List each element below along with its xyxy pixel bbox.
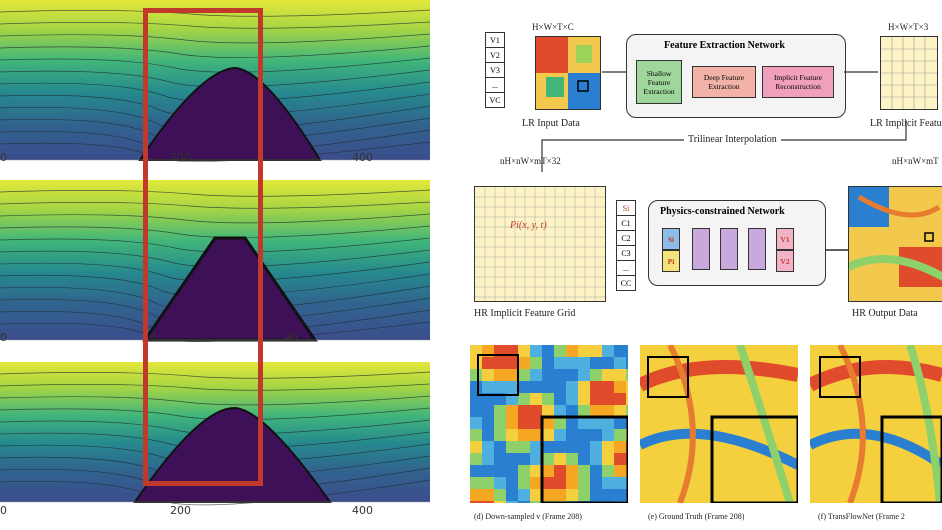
feature-item: C2: [617, 231, 635, 246]
x-tick: 400: [352, 504, 373, 517]
shallow-module: Shallow Feature Extraction: [636, 60, 682, 104]
dim-label: nH×nW×mT×32: [500, 156, 561, 166]
lr-input-cube: [535, 36, 601, 110]
feature-item: Si: [617, 201, 635, 216]
hr-output-cube: [848, 186, 942, 302]
pcn-layer: [692, 228, 710, 270]
pcn-layer: [720, 228, 738, 270]
feature-item: CC: [620, 278, 632, 288]
x-tick: 0: [0, 331, 7, 344]
zoom-region-box: [477, 354, 519, 396]
heatmap-transflownet: [810, 345, 942, 503]
lr-input-label: LR Input Data: [522, 118, 580, 129]
architecture-diagram: H×W×T×C H×W×T×3 V1 V2 V3 ... VC LR Input…: [440, 0, 942, 340]
caption-d: (d) Down-sampled v (Frame 208): [474, 512, 582, 521]
x-tick: 200: [170, 504, 191, 517]
contour-plot-3: [0, 362, 430, 506]
pcn-title: Physics-constrained Network: [660, 206, 785, 217]
point-label: Pi(x, y, t): [510, 220, 547, 231]
x-tick: 40: [284, 331, 298, 344]
x-tick: 200: [170, 151, 191, 164]
hr-implicit-grid: [474, 186, 606, 302]
caption-e: (e) Ground Truth (Frame 208): [648, 512, 745, 521]
pcn-input-s: Si: [662, 228, 680, 250]
pcn-layer: [748, 228, 766, 270]
feature-item: C3: [617, 246, 635, 261]
hr-output-label: HR Output Data: [852, 308, 918, 319]
left-figure: 0 200 400 0 20 40: [0, 0, 430, 530]
highlight-rectangle: [143, 8, 263, 486]
input-var: VC: [489, 95, 501, 105]
implicit-module: Implicit Feature Reconstruction: [762, 66, 834, 98]
trilinear-label: Trilinear Interpolation: [684, 134, 781, 145]
zoom-inset-box: [540, 415, 628, 503]
x-tick: 400: [352, 151, 373, 164]
feature-list: Si C1 C2 C3 ... CC: [616, 200, 636, 291]
contour-panel-3: 0 200 400: [0, 362, 430, 530]
heatmap-ground-truth: [640, 345, 798, 503]
pcn-output-1: V1: [776, 228, 794, 250]
heatmap-downsampled: [470, 345, 628, 503]
hr-grid-label: HR Implicit Feature Grid: [474, 308, 576, 319]
lr-implicit-label: LR Implicit Feature: [870, 118, 942, 129]
dim-label: H×W×T×3: [888, 22, 929, 32]
dim-label: nH×nW×mT: [892, 156, 939, 166]
pcn-input-p: Pi: [662, 250, 680, 272]
caption-f: (f) TransFlowNet (Frame 2: [818, 512, 905, 521]
input-var: ...: [486, 78, 504, 93]
feature-item: ...: [617, 261, 635, 276]
contour-plot-2: [0, 180, 430, 342]
contour-plot-1: [0, 0, 430, 162]
input-variable-list: V1 V2 V3 ... VC: [485, 32, 505, 108]
feature-item: C1: [617, 216, 635, 231]
contour-panel-2: 0 20 40: [0, 180, 430, 345]
x-tick: 0: [0, 151, 7, 164]
input-var: V2: [486, 48, 504, 63]
x-tick: 0: [0, 504, 7, 517]
input-var: V3: [486, 63, 504, 78]
pcn-output-2: V2: [776, 250, 794, 272]
fen-title: Feature Extraction Network: [664, 40, 785, 51]
input-var: V1: [486, 33, 504, 48]
contour-panel-1: 0 200 400: [0, 0, 430, 165]
lr-implicit-cube: [880, 36, 938, 110]
deep-module: Deep Feature Extraction: [692, 66, 756, 98]
dim-label: H×W×T×C: [532, 22, 574, 32]
